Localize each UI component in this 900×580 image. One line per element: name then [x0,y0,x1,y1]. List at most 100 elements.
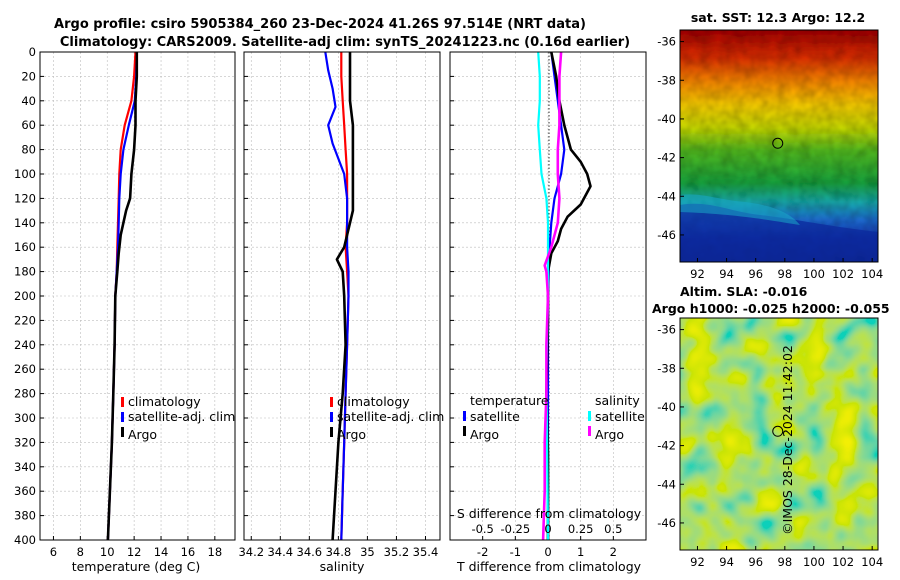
sla-field [680,318,878,550]
legend-label-sal-satellite: satellite [595,409,645,424]
depth-tick-label: 260 [14,362,36,376]
x-tick-label: 0 [544,545,551,559]
sla-map-frame [679,317,879,551]
salinity-grid [244,51,440,541]
series-line-argo [106,52,139,541]
depth-tick-label: 220 [14,313,36,327]
depth-tick-labels: 0 20 40 60 80 100 120 140 160 180 200 220 240 260 280 3… [14,45,36,547]
x-tick-label: 14 [154,545,169,559]
series-line-salinity-argo [541,51,563,541]
depth-tick-label: 160 [14,240,36,254]
salinity-axes-frame [243,51,441,541]
lon-tick-label: 96 [748,267,763,281]
temperature-axis-label: temperature (deg C) [72,559,201,574]
legend-label-climatology: climatology [128,394,201,409]
legend-swatch-sal-satellite [588,411,591,421]
lon-tick-label: 98 [778,267,793,281]
depth-tick-label: 80 [21,143,36,157]
x-tick-label: 35.4 [413,545,439,559]
depth-tick-label: 40 [21,94,36,108]
s-difference-tick-label: 0 [544,522,551,536]
legend-label-temp-satellite: satellite [470,409,520,424]
depth-tick-label: 200 [14,289,36,303]
depth-tick-label: 360 [14,484,36,498]
x-tick-label: 18 [208,545,223,559]
lat-tick-label: -38 [657,361,676,375]
legend-swatch-argo [330,427,333,437]
s-difference-axis-label: S difference from climatology [457,506,642,521]
lon-tick-label: 104 [861,267,883,281]
sla-argo-location-marker [772,425,784,437]
depth-tick-label: 400 [14,533,36,547]
legend-header-salinity: salinity [595,393,640,408]
legend-swatch-sal-argo [588,426,591,436]
legend-label-argo: Argo [128,427,157,442]
series-line-satellite-adj-clim [324,51,350,541]
legend-label-sal-argo: Argo [595,427,624,442]
t-difference-axis-label: T difference from climatology [456,559,642,574]
lon-tick-label: 94 [719,267,734,281]
lat-tick-label: -46 [657,516,676,530]
depth-tick-label: 120 [14,191,36,205]
legend-swatch-satellite [121,412,124,422]
sla-lon-tick-labels: 92 94 96 98 100 102 104 [690,546,883,569]
s-difference-tick-label: -0.5 [471,522,493,536]
legend-swatch-climatology [330,397,333,407]
difference-series [537,51,592,541]
depth-tick-label: 140 [14,216,36,230]
legend-swatch-temp-argo [463,426,466,436]
x-tick-label: 10 [100,545,115,559]
x-tick-label: 16 [181,545,196,559]
figure-title-line1: Argo profile: csiro 5905384_260 23-Dec-2… [54,17,586,32]
x-tick-label: 2 [610,545,617,559]
x-tick-label: 12 [127,545,142,559]
difference-axes-frame [449,51,647,541]
lon-tick-label: 100 [803,267,825,281]
depth-tick-label: 20 [21,69,36,83]
figure-title-line2: Climatology: CARS2009. Satellite-adj cli… [60,35,630,50]
s-difference-tick-labels: -0.5 -0.25 0 0.25 0.5 [471,522,622,536]
sst-lat-tick-labels: -36 -38 -40 -42 -44 -46 [657,35,684,242]
sst-field [680,30,878,262]
temperature-series [106,51,139,541]
sla-blob-field [680,318,878,550]
x-tick-label: 35 [360,545,375,559]
sst-map-frame [679,29,879,263]
lon-tick-label: 98 [778,555,793,569]
legend-label-satellite: satellite-adj. clim [128,409,235,424]
x-tick-label: 6 [50,545,57,559]
lon-tick-label: 100 [803,555,825,569]
s-difference-tick-label: -0.25 [500,522,530,536]
sst-map: sat. SST: 12.3 Argo: 12.2 -36 -38 -40 -42 -4… [657,10,883,281]
legend-swatch-temp-satellite [463,411,466,421]
lat-tick-label: -46 [657,228,676,242]
x-tick-label: 8 [77,545,84,559]
imos-timestamp-watermark: ©IMOS 28-Dec-2024 11:42:02 [780,345,795,535]
legend-label-argo: Argo [337,427,366,442]
lon-tick-label: 92 [690,267,705,281]
salinity-tick-labels: 34.2 34.4 34.6 34.8 35 35.2 35.4 [238,545,438,559]
depth-tick-label: 340 [14,460,36,474]
depth-tick-label: 240 [14,338,36,352]
lat-tick-label: -42 [657,151,676,165]
lat-tick-label: -42 [657,439,676,453]
depth-tick-label: 300 [14,411,36,425]
x-tick-label: 34.6 [297,545,323,559]
difference-legend: temperature satellite Argo salinity sate… [463,393,645,442]
sst-argo-location-marker [772,137,784,149]
lat-tick-label: -38 [657,73,676,87]
temperature-tick-labels: 6 8 10 12 14 16 18 [50,545,222,559]
depth-tick-label: 0 [29,45,36,59]
depth-tick-label: 320 [14,435,36,449]
x-tick-label: -1 [510,545,521,559]
t-difference-tick-labels: -2 -1 0 1 2 [477,545,617,559]
sla-map-title-line1: Altim. SLA: -0.016 [680,284,808,299]
lat-tick-label: -40 [657,400,676,414]
x-tick-label: 34.8 [326,545,352,559]
sst-front [680,194,800,225]
x-tick-label: 35.2 [384,545,410,559]
depth-tick-label: 180 [14,265,36,279]
lat-tick-label: -36 [657,35,676,49]
sla-map-title-line2: Argo h1000: -0.025 h2000: -0.055 [652,301,890,316]
